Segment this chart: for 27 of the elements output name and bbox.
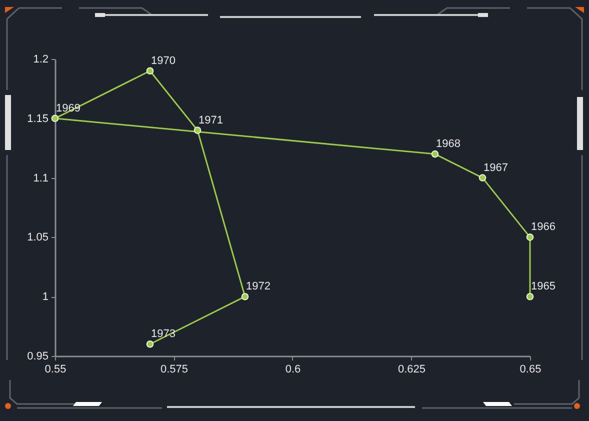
y-tick-label: 0.95 [27, 350, 48, 362]
x-tick-label: 0.625 [398, 364, 426, 376]
annotation: 1970 [151, 54, 176, 67]
point [526, 292, 534, 300]
point [51, 114, 59, 122]
point [146, 340, 154, 348]
point [478, 174, 486, 182]
point [146, 67, 154, 75]
annotation: 1966 [531, 221, 556, 234]
annotation: 1968 [436, 138, 460, 150]
point [431, 150, 439, 158]
annotation: 1967 [484, 162, 508, 174]
y-tick-label: 1.05 [27, 232, 48, 244]
point [526, 234, 534, 241]
x-tick-label: 0.575 [160, 364, 188, 376]
y-tick-label: 1.2 [33, 54, 48, 66]
y-tick-label: 1 [42, 291, 48, 304]
x-tick-label: 0.65 [520, 364, 542, 376]
x-tick-label: 0.55 [44, 364, 66, 376]
annotation: 1972 [246, 280, 270, 293]
point [194, 126, 202, 134]
annotation: 1971 [198, 114, 223, 126]
y-tick-label: 1.15 [27, 112, 48, 125]
x-tick-label: 0.6 [285, 364, 301, 376]
y-tick-label: 1.1 [33, 172, 48, 184]
annotation: 1965 [531, 280, 556, 293]
point [241, 292, 249, 300]
